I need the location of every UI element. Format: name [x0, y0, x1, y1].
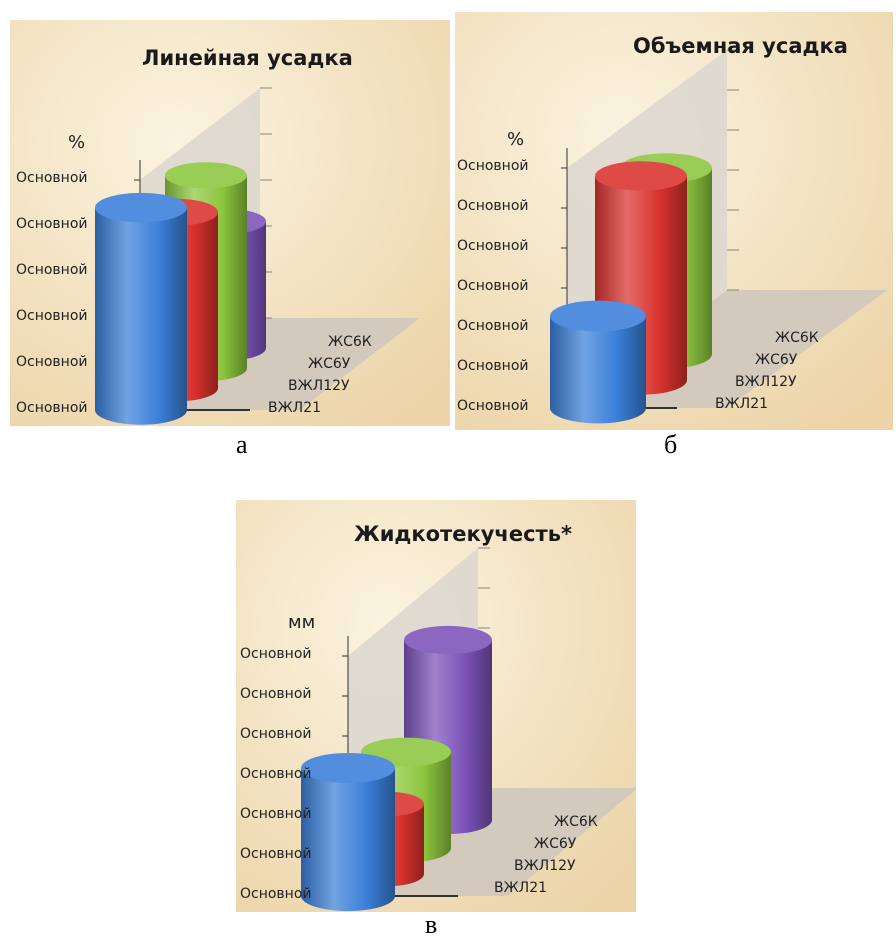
chart-linear-shrinkage: Линейная усадка% Основной Основной Основной… — [10, 20, 450, 426]
panel-letter-b: б — [664, 430, 678, 459]
y-tick-label: Основной — [240, 766, 312, 782]
bar-top — [595, 161, 687, 191]
y-tick-label: Основной — [16, 400, 88, 416]
category-label-ВЖЛ12У: ВЖЛ12У — [514, 858, 576, 874]
chart-volume-shrinkage: Объемная усадка% Основной Основной Основной… — [455, 12, 893, 430]
category-label-ЖС6К: ЖС6К — [328, 334, 372, 350]
bar-ВЖЛ21 — [550, 300, 646, 424]
chart-title: Объемная усадка — [633, 34, 848, 58]
category-label-ЖС6У: ЖС6У — [755, 352, 798, 368]
category-label-ВЖЛ12У: ВЖЛ12У — [735, 374, 797, 390]
y-tick-label: Основной — [457, 158, 529, 174]
chart-svg — [455, 12, 893, 430]
chart-svg — [10, 20, 450, 426]
y-tick-label: Основной — [240, 886, 312, 902]
y-tick-label: Основной — [457, 358, 529, 374]
bar-top — [165, 162, 247, 189]
y-tick-label: Основной — [240, 846, 312, 862]
category-label-ВЖЛ21: ВЖЛ21 — [494, 880, 548, 896]
panel-letter-a: а — [236, 430, 248, 459]
category-label-ВЖЛ12У: ВЖЛ12У — [288, 378, 350, 394]
category-label-ВЖЛ21: ВЖЛ21 — [715, 396, 769, 412]
y-tick-label: Основной — [457, 198, 529, 214]
category-label-ЖС6У: ЖС6У — [308, 356, 351, 372]
y-tick-label: Основной — [240, 646, 312, 662]
category-label-ВЖЛ21: ВЖЛ21 — [268, 400, 322, 416]
y-tick-label: Основной — [16, 262, 88, 278]
y-tick-label: Основной — [16, 354, 88, 370]
y-tick-label: Основной — [16, 170, 88, 186]
bar-top — [404, 625, 492, 655]
y-tick-label: Основной — [457, 318, 529, 334]
y-tick-label: Основной — [16, 308, 88, 324]
y-tick-label: Основной — [16, 216, 88, 232]
chart-fluidity: Жидкотекучесть* мм Основной Основной Основно… — [236, 500, 636, 912]
category-label-ЖС6К: ЖС6К — [554, 814, 598, 830]
bar-body — [301, 768, 395, 912]
y-axis-unit: % — [507, 129, 525, 150]
chart-title: Жидкотекучесть* — [354, 522, 572, 546]
chart-svg — [236, 500, 636, 912]
bar-top — [95, 192, 187, 223]
category-label-ЖС6У: ЖС6У — [534, 836, 577, 852]
y-tick-label: Основной — [240, 806, 312, 822]
panel-letter-c: в — [425, 910, 438, 939]
bar-ВЖЛ21 — [95, 192, 187, 425]
category-label-ЖС6К: ЖС6К — [775, 330, 819, 346]
bar-top — [550, 300, 646, 332]
chart-title: Линейная усадка — [142, 46, 353, 70]
y-tick-label: Основной — [240, 686, 312, 702]
y-tick-label: Основной — [457, 398, 529, 414]
y-tick-label: Основной — [457, 278, 529, 294]
y-axis-unit: мм — [288, 612, 316, 633]
bar-body — [550, 316, 646, 424]
y-tick-label: Основной — [240, 726, 312, 742]
y-axis-unit: % — [68, 132, 86, 153]
bar-ВЖЛ21 — [301, 752, 395, 912]
y-tick-label: Основной — [457, 238, 529, 254]
bar-top — [301, 752, 395, 784]
bar-body — [95, 207, 187, 425]
